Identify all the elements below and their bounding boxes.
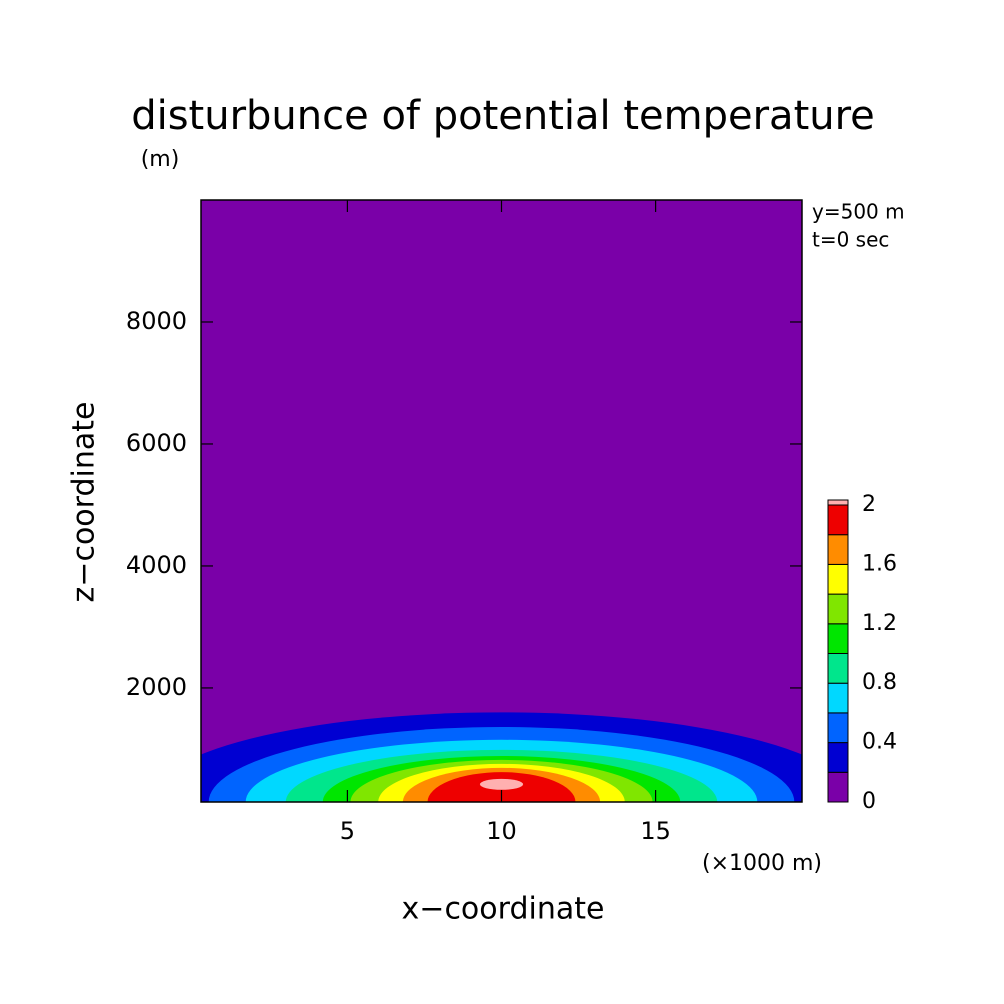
plot-area [201,200,802,802]
y-tick-label: 2000 [126,673,187,701]
chart-title: disturbunce of potential temperature [131,93,875,139]
colorbar-segment [827,682,849,714]
colorbar-segment [827,771,849,803]
contour-background [201,200,802,802]
y-axis-label: z−coordinate [67,402,102,603]
colorbar-tick-label: 1.2 [862,611,897,636]
colorbar-segment [827,563,849,595]
annotation: t=0 sec [812,228,889,252]
annotation: y=500 m [812,200,905,224]
colorbar-tick-label: 0.4 [862,730,897,755]
y-unit: (m) [141,147,180,172]
colorbar-segment [827,712,849,744]
colorbar-segment [827,653,849,684]
colorbar-tick-label: 2 [862,492,876,517]
x-tick-label: 10 [486,817,517,845]
colorbar-over [827,499,849,506]
x-unit: (×1000 m) [702,851,822,876]
colorbar-tick-label: 0 [862,789,876,814]
x-tick-label: 5 [340,817,355,845]
colorbar-segment [827,504,849,536]
y-tick-label: 4000 [126,551,187,579]
colorbar-segment [827,593,849,625]
colorbar-tick-label: 0.8 [862,670,897,695]
colorbar-segment [827,742,849,773]
x-axis-label: x−coordinate [402,892,605,927]
x-tick-label: 15 [640,817,671,845]
y-tick-label: 8000 [126,307,187,335]
colorbar-segment [827,534,849,565]
y-tick-label: 6000 [126,429,187,457]
contour-region [479,778,524,790]
colorbar-tick-label: 1.6 [862,551,897,576]
colorbar-segment [827,623,849,654]
